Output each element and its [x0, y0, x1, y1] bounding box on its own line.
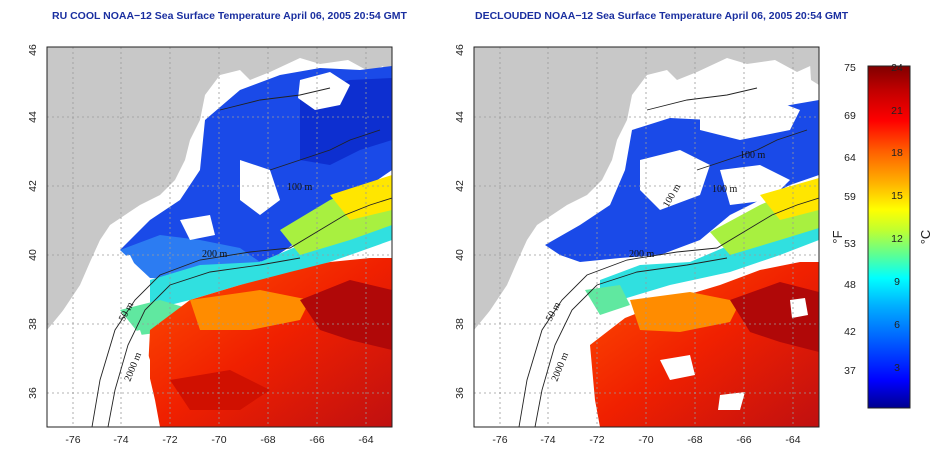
y-tick-label: 44 [27, 111, 39, 123]
celsius-tick: 18 [891, 147, 903, 159]
right-panel-title: DECLOUDED NOAA−12 Sea Surface Temperatur… [475, 10, 849, 22]
colorbar-gradient [867, 65, 911, 409]
x-tick-label: -72 [589, 434, 604, 446]
fahrenheit-tick: 37 [844, 365, 856, 377]
cloud-patches [180, 72, 350, 240]
contour-label-200m-left: 200 m [202, 249, 228, 260]
bathymetry-contours [518, 87, 819, 427]
celsius-tick: 15 [891, 190, 903, 202]
celsius-tick: 12 [891, 233, 903, 245]
land-mass [474, 47, 819, 340]
fahrenheit-tick: 42 [844, 326, 856, 338]
y-tick-label: 40 [27, 249, 39, 261]
celsius-unit-label: °C [918, 230, 933, 245]
contour-label-200m-right: 200 m [629, 249, 655, 260]
bathymetry-contours [91, 87, 392, 427]
celsius-tick: 21 [891, 105, 903, 117]
fahrenheit-unit-label: °F [830, 230, 845, 243]
graticule [474, 47, 819, 427]
x-tick-label: -76 [492, 434, 507, 446]
y-tick-label: 46 [454, 44, 466, 56]
x-tick-label: -66 [309, 434, 324, 446]
land-mass [47, 47, 392, 340]
fahrenheit-tick: 75 [844, 62, 856, 74]
x-tick-label: -70 [638, 434, 653, 446]
contour-label-100m-left: 100 m [287, 182, 313, 193]
fahrenheit-tick: 48 [844, 279, 856, 291]
fahrenheit-tick: 59 [844, 191, 856, 203]
x-tick-label: -72 [162, 434, 177, 446]
x-tick-label: -68 [687, 434, 702, 446]
right-x-axis: -76 -74 -72 -70 -68 -66 -64 [492, 434, 800, 446]
left-panel-title: RU COOL NOAA−12 Sea Surface Temperature … [52, 10, 407, 22]
left-y-axis: 36 38 40 42 44 46 [27, 44, 39, 399]
x-tick-label: -70 [211, 434, 226, 446]
fahrenheit-tick: 69 [844, 110, 856, 122]
contour-label-100m-right: 100 m [712, 184, 738, 195]
x-tick-label: -74 [540, 434, 555, 446]
y-tick-label: 38 [454, 318, 466, 330]
left-x-axis: -76 -74 -72 -70 -68 -66 -64 [65, 434, 373, 446]
x-tick-label: -68 [260, 434, 275, 446]
graticule [47, 47, 392, 427]
y-tick-label: 36 [27, 387, 39, 399]
left-map [47, 47, 392, 427]
x-tick-label: -64 [358, 434, 373, 446]
x-tick-label: -66 [736, 434, 751, 446]
fahrenheit-tick: 53 [844, 238, 856, 250]
right-y-axis: 36 38 40 42 44 46 [454, 44, 466, 399]
x-tick-label: -64 [785, 434, 800, 446]
celsius-tick: 6 [894, 319, 900, 331]
y-tick-label: 36 [454, 387, 466, 399]
contour-label-100m-right: 100 m [740, 150, 766, 161]
y-tick-label: 46 [27, 44, 39, 56]
y-tick-label: 42 [27, 180, 39, 192]
y-tick-label: 44 [454, 111, 466, 123]
x-tick-label: -74 [113, 434, 128, 446]
celsius-tick: 9 [894, 276, 900, 288]
y-tick-label: 38 [27, 318, 39, 330]
colorbar: 75 69 64 59 53 48 42 37 24 21 18 15 12 9… [830, 62, 933, 409]
y-tick-label: 40 [454, 249, 466, 261]
x-tick-label: -76 [65, 434, 80, 446]
y-tick-label: 42 [454, 180, 466, 192]
celsius-tick: 24 [891, 62, 903, 74]
celsius-tick: 3 [894, 362, 900, 374]
fahrenheit-tick: 64 [844, 152, 856, 164]
right-map [474, 47, 819, 427]
